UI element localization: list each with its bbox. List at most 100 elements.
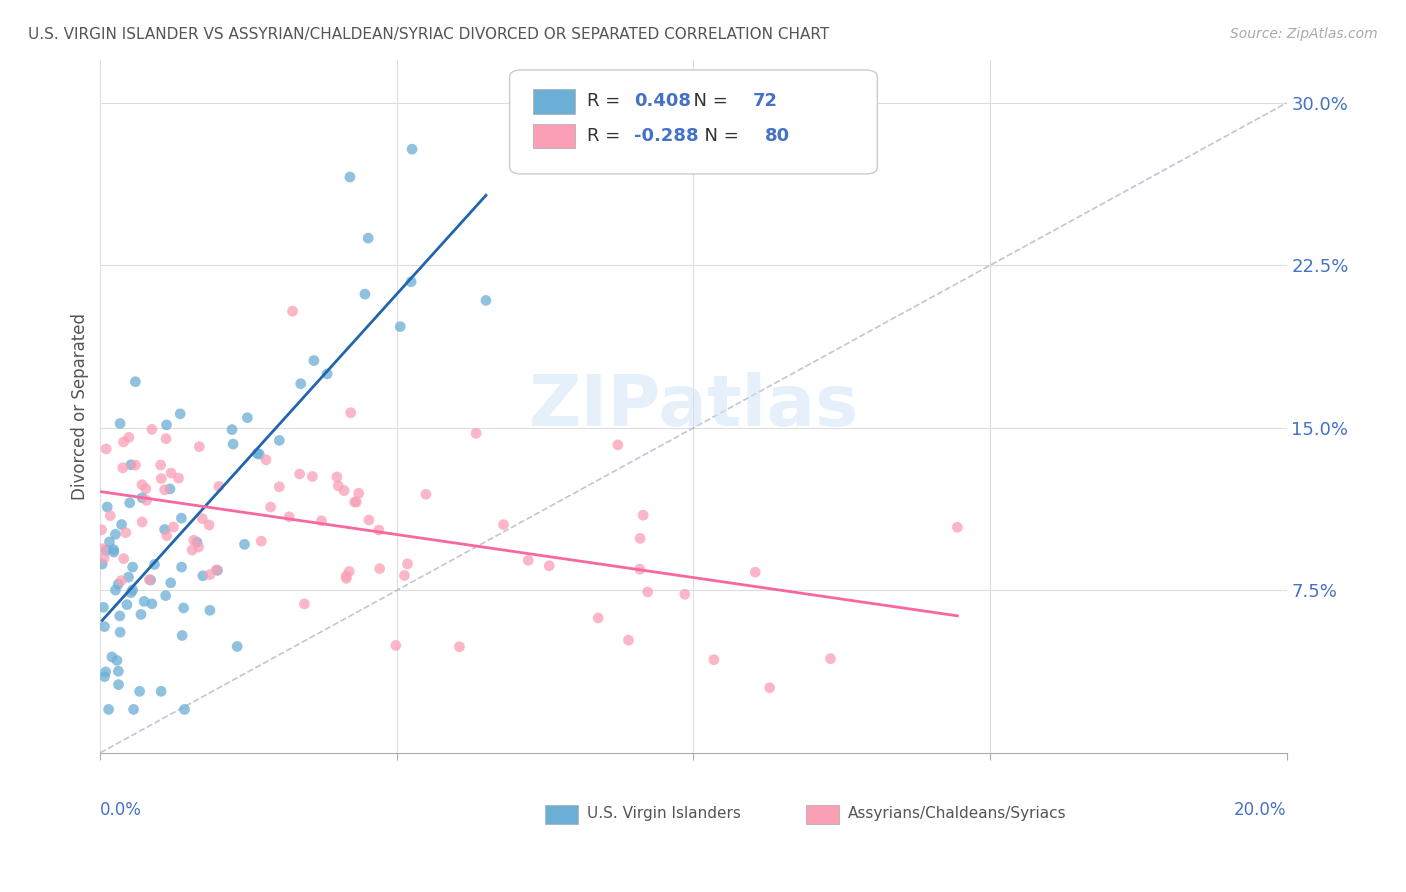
Point <box>617 633 640 648</box>
Point <box>108 609 131 624</box>
FancyBboxPatch shape <box>533 124 575 148</box>
Point <box>141 422 163 436</box>
Point <box>339 169 361 184</box>
Point <box>465 426 488 441</box>
Point <box>131 515 153 529</box>
Point <box>101 649 124 664</box>
Point <box>139 573 162 587</box>
Point <box>120 585 142 599</box>
Point <box>281 304 304 318</box>
Point <box>316 367 339 381</box>
Text: 80: 80 <box>765 127 790 145</box>
Point <box>155 417 177 432</box>
Text: N =: N = <box>693 127 745 145</box>
Point <box>226 640 249 654</box>
Point <box>114 525 136 540</box>
Point <box>111 460 134 475</box>
Point <box>820 651 842 665</box>
Point <box>149 458 172 472</box>
Point <box>159 575 181 590</box>
Point <box>357 513 380 527</box>
Point <box>150 472 173 486</box>
Point <box>628 562 651 576</box>
Point <box>103 545 125 559</box>
Point <box>96 442 118 456</box>
FancyBboxPatch shape <box>533 89 575 113</box>
Point <box>115 598 138 612</box>
Point <box>94 665 117 679</box>
Text: 72: 72 <box>752 92 778 111</box>
Text: ZIPatlas: ZIPatlas <box>529 372 859 441</box>
Point <box>93 619 115 633</box>
Point <box>159 482 181 496</box>
Point <box>946 520 969 534</box>
Point <box>628 532 651 546</box>
Point <box>107 577 129 591</box>
Point <box>134 594 156 608</box>
FancyBboxPatch shape <box>806 805 839 824</box>
Point <box>326 470 349 484</box>
Text: R =: R = <box>586 92 626 111</box>
Point <box>124 458 146 472</box>
Point <box>150 684 173 698</box>
Point <box>93 670 115 684</box>
Point <box>183 533 205 548</box>
Point <box>673 587 696 601</box>
Point <box>121 560 143 574</box>
Point <box>401 142 423 156</box>
Point <box>91 541 114 556</box>
Point <box>301 469 323 483</box>
Point <box>637 585 659 599</box>
Point <box>191 511 214 525</box>
Point <box>259 500 281 514</box>
Point <box>198 603 221 617</box>
Point <box>112 434 135 449</box>
Point <box>110 574 132 588</box>
Point <box>288 467 311 481</box>
Point <box>269 480 291 494</box>
Point <box>449 640 471 654</box>
Point <box>302 353 325 368</box>
Point <box>250 534 273 549</box>
Point <box>173 702 195 716</box>
Point <box>389 319 412 334</box>
Point <box>155 432 177 446</box>
Point <box>246 446 269 460</box>
Point <box>269 434 291 448</box>
Point <box>290 376 312 391</box>
Point <box>143 558 166 572</box>
Text: Source: ZipAtlas.com: Source: ZipAtlas.com <box>1230 27 1378 41</box>
Point <box>357 231 380 245</box>
Point <box>254 452 277 467</box>
Point <box>128 684 150 698</box>
FancyBboxPatch shape <box>509 70 877 174</box>
Point <box>162 520 184 534</box>
Point <box>118 430 141 444</box>
Point <box>247 447 270 461</box>
Point <box>198 567 221 582</box>
Point <box>396 557 419 571</box>
Point <box>328 479 350 493</box>
Point <box>394 568 416 582</box>
Point <box>105 653 128 667</box>
Point <box>108 417 131 431</box>
Point <box>122 702 145 716</box>
Point <box>141 597 163 611</box>
Point <box>335 569 357 583</box>
Text: U.S. VIRGIN ISLANDER VS ASSYRIAN/CHALDEAN/SYRIAC DIVORCED OR SEPARATED CORRELATI: U.S. VIRGIN ISLANDER VS ASSYRIAN/CHALDEA… <box>28 27 830 42</box>
Point <box>278 509 301 524</box>
Point <box>124 375 146 389</box>
Point <box>492 517 515 532</box>
Point <box>294 597 316 611</box>
Point <box>96 543 118 558</box>
Point <box>207 563 229 577</box>
Point <box>90 523 112 537</box>
Point <box>586 611 609 625</box>
Text: Assyrians/Chaldeans/Syriacs: Assyrians/Chaldeans/Syriacs <box>848 806 1066 822</box>
Point <box>121 582 143 597</box>
Point <box>347 486 370 500</box>
Point <box>98 508 121 523</box>
Point <box>399 275 422 289</box>
FancyBboxPatch shape <box>546 805 578 824</box>
Point <box>191 568 214 582</box>
